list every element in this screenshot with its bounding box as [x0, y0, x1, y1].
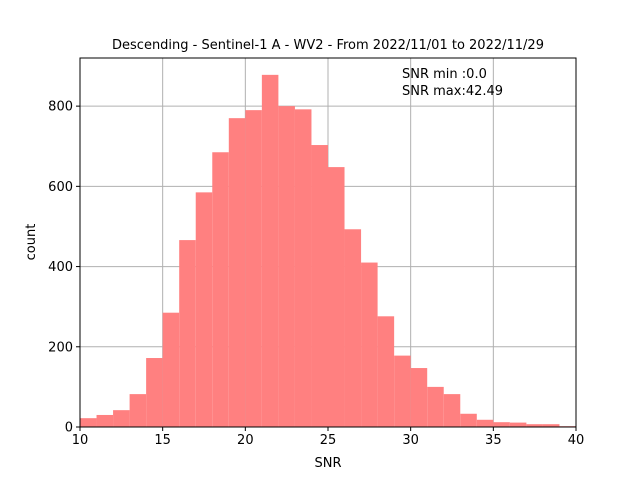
- histogram-bar: [212, 152, 229, 427]
- histogram-bar: [476, 419, 494, 427]
- histogram-bar: [96, 414, 114, 427]
- histogram-bar: [311, 145, 328, 427]
- histogram-bar: [294, 109, 312, 428]
- histogram-bar: [361, 262, 378, 427]
- histogram-bar: [228, 118, 246, 428]
- y-tick-label: 400: [48, 260, 73, 275]
- x-tick-label: 40: [568, 433, 585, 448]
- histogram-bar: [80, 418, 97, 427]
- x-tick-label: 35: [485, 433, 502, 448]
- histogram-bar: [377, 316, 395, 427]
- histogram-bar: [162, 312, 180, 427]
- x-tick-label: 15: [154, 433, 171, 448]
- histogram-bar: [113, 410, 130, 427]
- histogram-bar: [245, 110, 262, 428]
- x-axis-label: SNR: [314, 456, 341, 471]
- histogram-bar: [328, 167, 345, 428]
- x-tick-label: 20: [237, 433, 254, 448]
- x-tick-label: 10: [72, 433, 89, 448]
- chart-title: Descending - Sentinel-1 A - WV2 - From 2…: [112, 38, 544, 53]
- y-tick-label: 800: [48, 100, 73, 115]
- snr-max-annotation: SNR max:42.49: [402, 84, 503, 99]
- y-tick-label: 0: [65, 421, 73, 436]
- histogram-bar: [410, 368, 428, 427]
- histogram-bars: [80, 74, 576, 428]
- histogram-bar: [278, 106, 295, 427]
- histogram-bar: [493, 422, 510, 427]
- histogram-bar: [443, 394, 461, 427]
- y-axis-label: count: [24, 224, 39, 261]
- histogram-bar: [542, 424, 560, 427]
- histogram-bar: [460, 413, 477, 427]
- histogram-bar: [427, 386, 444, 427]
- y-tick-label: 200: [48, 340, 73, 355]
- x-axis-ticks: 10 15 20 25 30 35 40: [72, 427, 585, 448]
- x-tick-label: 25: [320, 433, 337, 448]
- y-tick-label: 600: [48, 180, 73, 195]
- histogram-bar: [129, 394, 147, 427]
- y-axis-ticks: 0 200 400 600 800: [48, 100, 80, 436]
- histogram-bar: [179, 240, 196, 427]
- snr-min-annotation: SNR min :0.0: [402, 67, 487, 82]
- histogram-bar: [509, 422, 527, 427]
- histogram-bar: [195, 192, 213, 427]
- histogram-bar: [526, 424, 543, 427]
- x-tick-label: 30: [402, 433, 419, 448]
- histogram-bar: [146, 358, 163, 427]
- histogram-bar: [394, 355, 411, 427]
- histogram-bar: [261, 74, 279, 428]
- histogram-bar: [344, 229, 362, 427]
